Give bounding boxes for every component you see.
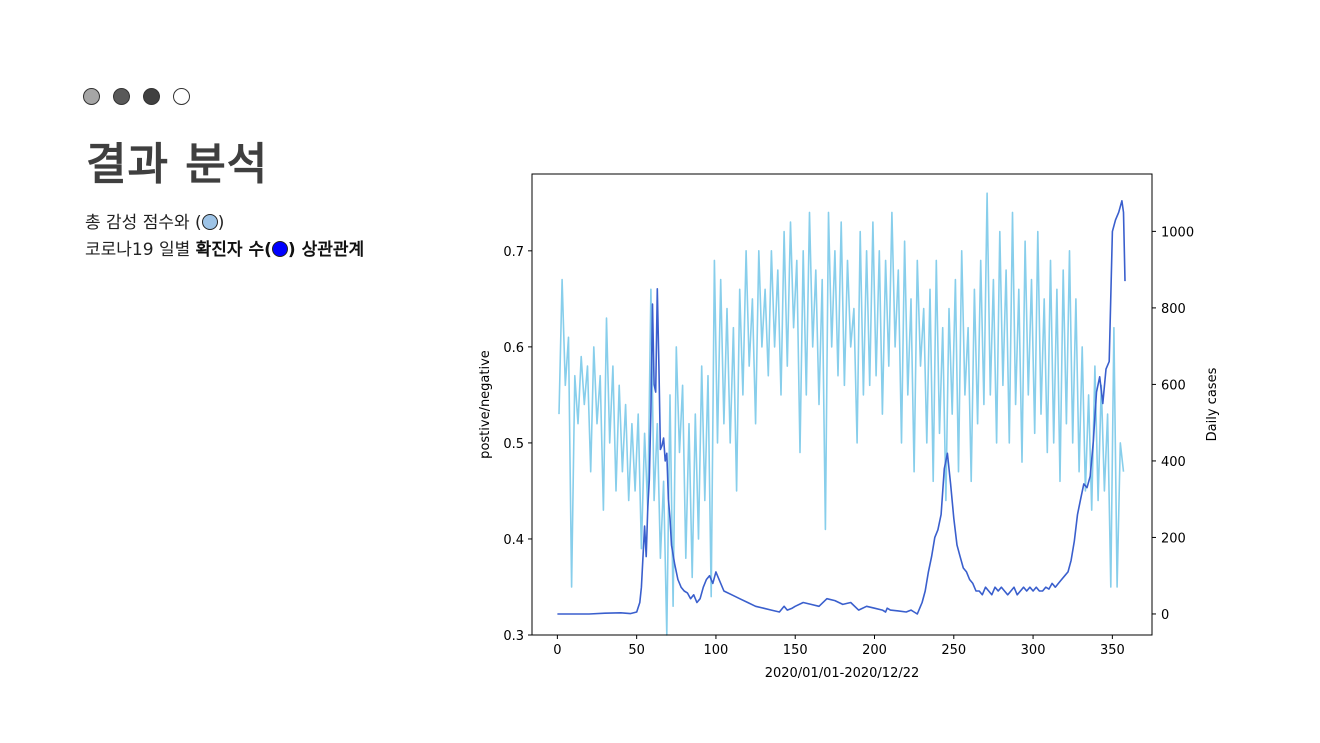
description-line-2-bold: 확진자 수( [195,240,272,260]
x-tick-label: 100 [704,643,729,658]
daily-cases-series-line [557,200,1126,615]
y-left-tick-label: 0.7 [503,245,524,260]
sentiment-legend-marker [201,214,218,230]
x-tick-label: 0 [553,643,561,658]
description-line-1-close: ) [217,213,225,233]
x-tick-label: 250 [941,643,966,658]
description-line-2-prefix: 코로나19 일별 [85,240,196,260]
y-right-tick-label: 1000 [1161,225,1194,240]
progress-dot [173,88,190,105]
plot-frame [531,173,1153,636]
y-right-axis-label: Daily cases [1205,367,1220,441]
sentiment-series-line [558,192,1125,636]
slide-description: 총 감성 점수와 () 코로나19 일별 확진자 수( ) 상관관계 [85,210,364,264]
description-line-1: 총 감성 점수와 () [85,210,364,237]
x-tick-label: 50 [628,643,645,658]
y-right-tick-label: 600 [1161,378,1186,393]
progress-dot [113,88,130,105]
y-right-tick-label: 200 [1161,531,1186,546]
progress-dot [143,88,160,105]
description-line-2: 코로나19 일별 확진자 수( ) 상관관계 [85,237,364,264]
x-axis-label: 2020/01/01-2020/12/22 [765,666,920,681]
y-left-axis-label: postive/negative [478,350,493,459]
progress-dot [83,88,100,105]
y-right-tick-label: 0 [1161,608,1169,623]
y-left-tick-label: 0.5 [503,437,524,452]
y-left-tick-label: 0.6 [503,341,524,356]
x-tick-label: 300 [1021,643,1046,658]
y-left-tick-label: 0.3 [503,629,524,644]
y-left-tick-label: 0.4 [503,533,524,548]
slide-title: 결과 분석 [86,139,269,190]
y-right-tick-label: 400 [1161,455,1186,470]
x-tick-label: 200 [862,643,887,658]
x-tick-label: 150 [783,643,808,658]
progress-dots [83,88,190,105]
x-tick-label: 350 [1100,643,1125,658]
y-right-tick-label: 800 [1161,302,1186,317]
description-line-1-text: 총 감성 점수와 ( [85,213,202,233]
description-line-2-suffix: ) 상관관계 [287,240,365,260]
cases-legend-marker [271,241,288,257]
